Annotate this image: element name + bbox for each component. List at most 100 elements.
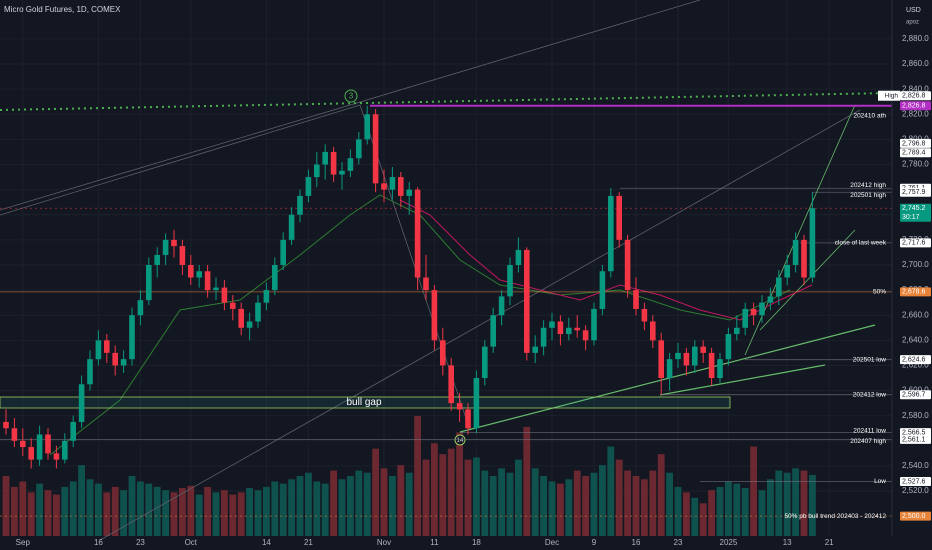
volume-bar <box>86 479 94 536</box>
candle-body <box>725 334 732 360</box>
volume-bar <box>699 503 707 536</box>
price-tag <box>900 203 931 222</box>
x-tick-label: 16 <box>632 538 641 547</box>
price-tag-label: 2,826.8 <box>902 103 925 110</box>
volume-bar <box>674 486 682 536</box>
volume-bar <box>456 432 463 536</box>
candle-body <box>372 114 379 184</box>
candles <box>3 105 816 469</box>
volume-bar <box>221 490 228 536</box>
volume-bar <box>414 416 421 536</box>
volume-bar <box>305 472 312 536</box>
dotted-trend <box>0 92 891 111</box>
volume-bar <box>733 483 741 536</box>
volume-bar <box>170 492 178 536</box>
volume-bar <box>590 472 598 536</box>
candle-body <box>431 290 438 341</box>
candle-body <box>36 434 43 460</box>
candle-body <box>440 340 446 366</box>
volume-bar <box>523 426 531 536</box>
y-tick-label: 2,820.0 <box>902 109 929 118</box>
y-tick-label: 2,540.0 <box>902 461 929 470</box>
candle-body <box>633 290 639 309</box>
x-tick-label: 23 <box>674 538 683 547</box>
y-tick-label: 2,860.0 <box>902 59 929 68</box>
price-tag-label: 2,678.6 <box>902 289 925 296</box>
candle-body <box>574 327 580 331</box>
candle-body <box>465 409 471 429</box>
candle-body <box>45 434 51 454</box>
candle-body <box>498 296 505 316</box>
volume-bar <box>683 492 690 536</box>
volume-bar <box>111 486 119 536</box>
candle-body <box>154 254 160 265</box>
candle-body <box>230 302 236 309</box>
price-tag-label: 2,717.6 <box>902 240 925 247</box>
candle-body <box>28 447 34 460</box>
y-tick-label: 2,640.0 <box>902 335 929 344</box>
volume-bar <box>498 468 505 536</box>
candle-body <box>641 308 648 322</box>
x-tick-label: 13 <box>783 538 792 547</box>
chart-title: Micro Gold Futures, 1D, COMEX <box>4 5 121 14</box>
candle-body <box>263 290 270 303</box>
candle-body <box>162 239 169 255</box>
candle-body <box>204 271 211 291</box>
candle-body <box>406 189 412 196</box>
candle-body <box>675 352 681 360</box>
volume-bar <box>481 470 489 536</box>
candle-body <box>456 403 463 410</box>
candle-body <box>188 264 194 278</box>
candle-body <box>137 300 144 316</box>
volume-bar <box>179 488 186 536</box>
price-tag <box>900 238 931 248</box>
x-tick-label: Oct <box>185 538 198 547</box>
y-tick-label: 2,880.0 <box>902 34 929 43</box>
volume-bar <box>750 446 757 536</box>
channel-line <box>759 229 856 331</box>
volume-bar <box>212 492 220 536</box>
wave-label: 3 <box>349 92 354 101</box>
x-tick-label: 2025 <box>720 538 738 547</box>
price-tag-label: 2,624.6 <box>902 357 925 364</box>
volume-bar <box>809 474 816 536</box>
candle-body <box>146 264 152 301</box>
price-tag <box>900 355 931 365</box>
y-tick-label: 2,660.0 <box>902 310 929 319</box>
candle-body <box>683 352 690 366</box>
level-name: 50% pb bull trend 202403 - 202412 <box>784 513 886 520</box>
time-axis: Sep 16 23 Oct 14 21 Nov 11 18 Dec 9 16 23 2025 13 21 <box>16 538 835 547</box>
volume-bar <box>347 476 354 536</box>
candle-body <box>708 352 715 378</box>
candle-body <box>482 346 488 378</box>
candle-body <box>473 378 480 429</box>
price-tag <box>900 148 931 158</box>
candle-body <box>792 239 799 265</box>
level-name: 202410 ath <box>853 112 886 119</box>
currency: USD <box>906 7 921 14</box>
level-name: 202501 low <box>853 356 887 363</box>
level-name: 202412 high <box>850 182 886 189</box>
candle-body <box>650 321 656 341</box>
level-name: High <box>885 92 899 99</box>
candle-body <box>78 384 85 422</box>
x-tick-label: Sep <box>16 538 31 547</box>
trend-line <box>459 324 876 433</box>
volume-bar <box>741 488 749 536</box>
volume-bar <box>363 472 371 536</box>
candle-body <box>624 239 631 291</box>
candle-body <box>120 359 127 366</box>
candle-body <box>129 315 135 360</box>
candle-body <box>381 183 387 190</box>
candle-body <box>171 239 177 247</box>
candle-body <box>750 308 757 316</box>
price-tag <box>900 476 931 486</box>
volume-bar <box>447 448 455 536</box>
trend-line <box>659 364 826 396</box>
candle-body <box>322 151 328 165</box>
wave-marker <box>344 89 358 103</box>
trend-line <box>99 109 861 541</box>
candle-body <box>767 296 774 303</box>
candle-body <box>423 277 429 291</box>
